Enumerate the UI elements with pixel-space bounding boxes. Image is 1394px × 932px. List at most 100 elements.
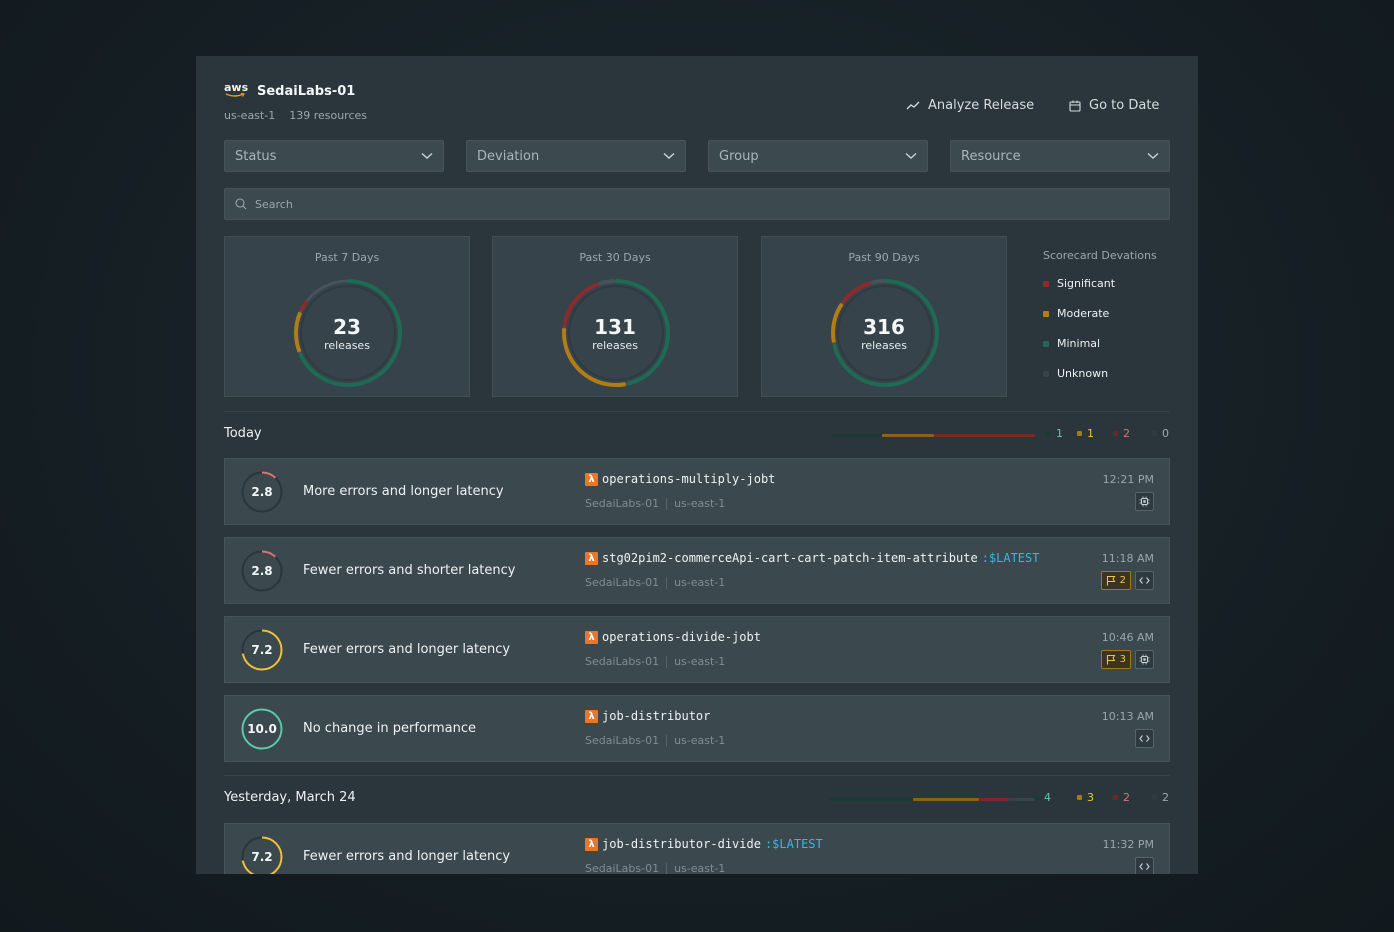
count-value: 2 [1123,427,1130,440]
aws-smile-icon [225,93,245,97]
count-unknown: 0 [1152,427,1169,440]
code-icon [1139,863,1150,870]
deviation-bar-unknown [1009,798,1035,801]
summary-card-label: Past 7 Days [314,251,380,264]
summary-card-7-days[interactable]: Past 7 Days 23 releases [224,236,470,397]
release-description: Fewer errors and longer latency [303,849,511,864]
legend-label: Moderate [1057,307,1110,320]
count-swatch [1034,795,1039,800]
donut-segment-moderate [831,279,939,387]
section-title: Yesterday, March 24 [224,790,356,805]
lambda-icon: λ [585,709,598,723]
summary-card-30-days[interactable]: Past 30 Days 131 releases [492,236,738,397]
release-donut-chart [294,279,402,387]
trend-line-icon [906,101,920,109]
aws-logo-text: aws [224,81,249,94]
release-row[interactable]: 7.2 Fewer errors and longer latency λ job-d… [224,823,1170,874]
group-filter-select[interactable]: Group [708,140,928,172]
count-swatch [1152,795,1157,800]
meta-separator [666,734,668,747]
deviation-bar-moderate [913,798,979,801]
search-input[interactable] [255,197,1135,211]
function-name[interactable]: λ stg02pim2-commerceApi-cart-cart-patch-i… [585,551,1039,565]
chevron-down-icon [421,152,433,159]
analyze-release-label: Analyze Release [928,98,1035,113]
analyze-release-button[interactable]: Analyze Release [906,98,1034,113]
deviation-bar-moderate [882,434,934,437]
summary-card-label: Past 90 Days [848,251,920,264]
legend-swatch [1043,370,1049,377]
go-to-date-button[interactable]: Go to Date [1069,98,1159,113]
count-moderate: 3 [1077,791,1094,804]
legend-swatch [1043,310,1049,317]
score-value: 7.2 [251,850,273,864]
score-value: 2.8 [251,485,273,499]
code-icon [1139,735,1150,742]
function-name[interactable]: λ job-distributor-divide:$LATEST [585,837,823,851]
deviation-filter-select[interactable]: Deviation [466,140,686,172]
count-value: 1 [1056,427,1063,440]
code-view-button[interactable] [1135,857,1154,874]
release-description: Fewer errors and shorter latency [303,563,516,578]
chevron-down-icon [905,152,917,159]
count-significant: 2 [1113,791,1130,804]
release-time: 11:18 AM [1101,552,1154,565]
score-gauge: 7.2 [240,628,284,672]
flag-count-badge[interactable]: 3 [1100,650,1131,669]
section-header-today: Today 1 1 2 0 [224,426,1170,446]
legend-item-significant: Significant [1043,275,1157,292]
score-ring-fill [241,836,283,874]
release-time: 11:32 PM [1102,838,1154,851]
score-gauge: 7.2 [240,835,284,874]
code-view-button[interactable] [1135,729,1154,748]
release-row[interactable]: 2.8 Fewer errors and shorter latency λ stg0… [224,537,1170,604]
legend-label: Unknown [1057,367,1109,380]
flag-icon [1106,655,1116,665]
count-swatch [1077,431,1082,436]
search-bar [224,188,1170,220]
release-row[interactable]: 7.2 Fewer errors and longer latency λ opera… [224,616,1170,683]
release-description: More errors and longer latency [303,484,504,499]
function-name[interactable]: λ operations-divide-jobt [585,630,761,644]
release-tags: 2 [1100,571,1154,590]
release-meta: SedaiLabs-01 us-east-1 [585,734,725,747]
deviation-bar-minimal [832,434,882,437]
meta-separator [666,497,668,510]
resource-filter-select[interactable]: Resource [950,140,1170,172]
function-version: :$LATEST [764,837,823,851]
legend-label: Significant [1057,277,1116,290]
legend-swatch [1043,340,1049,347]
release-row[interactable]: 2.8 More errors and longer latency λ operat… [224,458,1170,525]
deviation-bar-significant [934,434,1035,437]
release-account: SedaiLabs-01 [585,734,660,747]
function-name[interactable]: λ job-distributor [585,709,710,723]
release-unit: releases [592,339,638,352]
release-count: 316 [863,315,905,339]
flag-count-badge[interactable]: 2 [1100,571,1131,590]
score-ring [241,629,283,671]
legend-item-minimal: Minimal [1043,335,1157,352]
chevron-down-icon [663,152,675,159]
legend-label: Minimal [1057,337,1101,350]
donut-segment-minimal [831,279,939,387]
function-name[interactable]: λ operations-multiply-jobt [585,472,775,486]
score-gauge: 2.8 [240,470,284,514]
code-view-button[interactable] [1135,571,1154,590]
summary-card-90-days[interactable]: Past 90 Days 316 releases [761,236,1007,397]
score-ring-fill [241,629,283,671]
release-description: No change in performance [303,721,477,736]
deviation-bar-minimal [828,798,913,801]
status-filter-select[interactable]: Status [224,140,444,172]
score-value: 2.8 [251,564,273,578]
account-name: SedaiLabs-01 [257,84,356,99]
count-unknown: 2 [1152,791,1169,804]
release-row[interactable]: 10.0 No change in performance λ job-distrib… [224,695,1170,762]
summary-card-label: Past 30 Days [579,251,651,264]
account-subtitle: us-east-1 139 resources [224,109,367,122]
code-icon [1139,577,1150,584]
resource-chip-button[interactable] [1135,492,1154,511]
function-version: :$LATEST [981,551,1040,565]
release-region: us-east-1 [674,497,726,510]
resource-chip-button[interactable] [1135,650,1154,669]
release-tags: 3 [1100,650,1154,669]
